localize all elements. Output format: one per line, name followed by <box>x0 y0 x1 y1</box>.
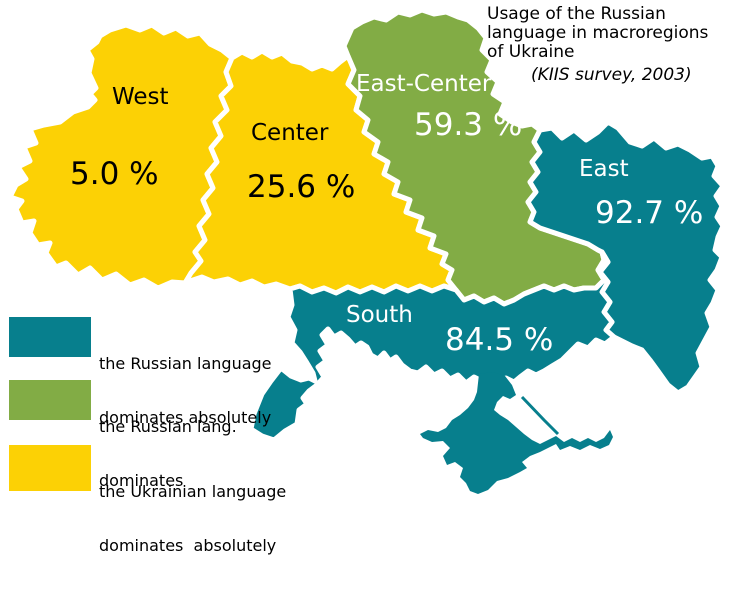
survey-note: (KIIS survey, 2003) <box>531 65 692 85</box>
legend-swatch-teal <box>9 317 91 357</box>
region-center-label: Center <box>251 120 329 146</box>
legend-label-line: the Ukrainian language <box>99 482 287 501</box>
region-east-center-value: 59.3 % <box>414 107 522 143</box>
legend-label-line: the Russian language <box>99 354 272 373</box>
legend: the Russian language dominates absolutel… <box>9 317 339 555</box>
legend-label-line: the Russian lang. <box>99 417 237 436</box>
region-east-label: East <box>579 156 629 182</box>
region-south: South 84.5 % <box>248 249 617 494</box>
region-center-value: 25.6 % <box>247 169 355 205</box>
legend-swatch-green <box>9 380 91 420</box>
region-south-value: 84.5 % <box>445 322 553 358</box>
legend-swatch-yellow <box>9 445 91 491</box>
region-east-shape[interactable] <box>525 119 726 396</box>
region-east-value: 92.7 % <box>595 195 703 231</box>
legend-label-line: dominates <box>99 471 184 490</box>
map-title-line-2: language in macroregions <box>487 23 709 43</box>
legend-row-russian-dominates: the Russian lang. dominates <box>9 380 237 526</box>
map-title: Usage of the Russian language in macrore… <box>487 5 727 85</box>
map-title-line-3: of Ukraine <box>487 42 575 62</box>
region-west-label: West <box>112 84 169 110</box>
legend-label-ukrainian-absolutely: the Ukrainian language dominates absolut… <box>99 445 286 591</box>
region-west-value: 5.0 % <box>70 156 159 192</box>
legend-label-russian-absolutely: the Russian language dominates absolutel… <box>99 317 272 463</box>
region-south-crimea-shape[interactable] <box>420 372 613 494</box>
legend-label-line: dominates absolutely <box>99 536 277 555</box>
legend-label-russian-dominates: the Russian lang. dominates <box>99 380 237 526</box>
legend-row-russian-absolutely: the Russian language dominates absolutel… <box>9 317 272 463</box>
legend-label-line: dominates absolutely <box>99 408 272 427</box>
region-east: East 92.7 % <box>525 119 726 396</box>
arabat-spit-line <box>520 395 560 436</box>
region-west: West 5.0 % <box>7 22 235 291</box>
region-east-center-label: East-Center <box>356 71 492 97</box>
legend-row-ukrainian-absolutely: the Ukrainian language dominates absolut… <box>9 445 286 591</box>
map-title-line-1: Usage of the Russian <box>487 4 666 24</box>
region-south-label: South <box>346 302 413 328</box>
